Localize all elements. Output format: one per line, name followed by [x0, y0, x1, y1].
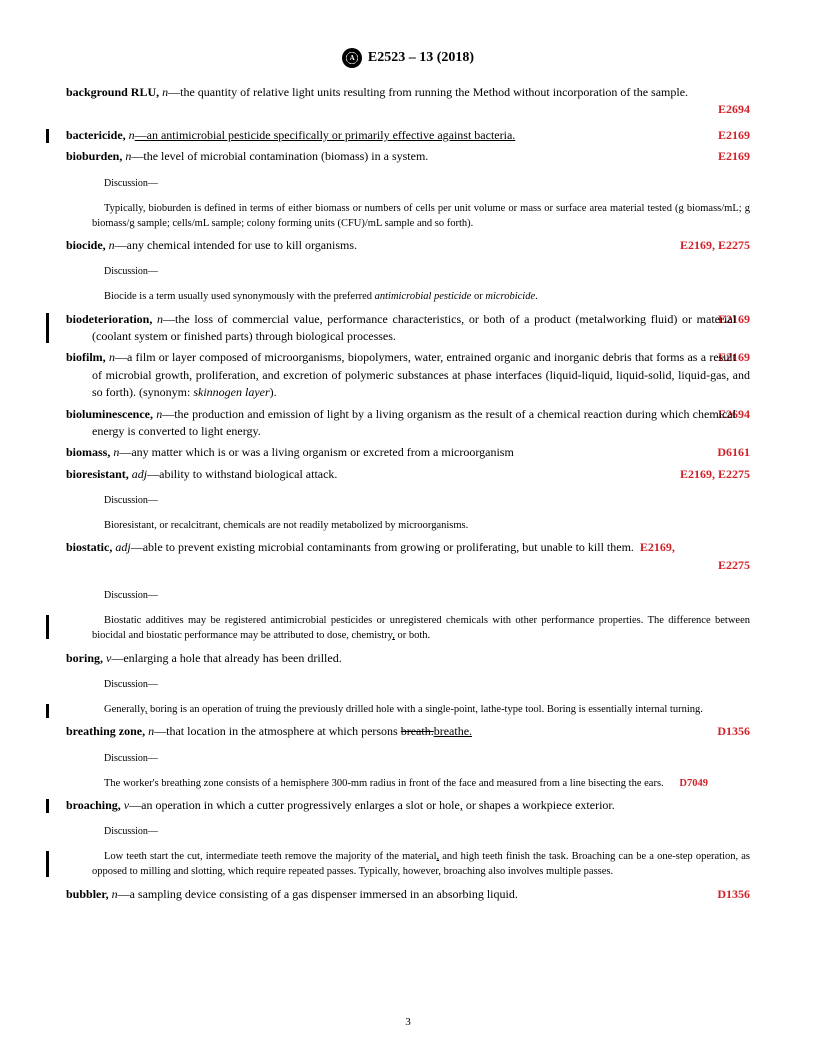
- definition-text: —the quantity of relative light units re…: [168, 85, 688, 99]
- term-entry: broaching, v—an operation in which a cut…: [66, 797, 750, 814]
- standard-reference: E2169: [744, 148, 750, 165]
- standard-reference: E2169: [744, 311, 750, 328]
- discussion-label: Discussion—: [104, 679, 750, 690]
- discussion-label: Discussion—: [104, 178, 750, 189]
- standard-reference: E2169: [744, 127, 750, 144]
- standard-reference: E2169: [744, 349, 750, 366]
- term-entry: D1356bubbler, n—a sampling device consis…: [66, 886, 750, 903]
- term-definition: E2169biofilm, n—a film or layer composed…: [66, 349, 750, 401]
- part-of-speech: adj: [115, 540, 130, 554]
- term-definition: biostatic, adj—able to prevent existing …: [66, 539, 750, 556]
- change-bar: [46, 313, 49, 343]
- change-bar: [46, 799, 49, 813]
- term-entry: D6161biomass, n—any matter which is or w…: [66, 444, 750, 461]
- standard-reference: D6161: [743, 444, 750, 461]
- definition-text: —the loss of commercial value, performan…: [92, 312, 736, 343]
- term-definition: D1356bubbler, n—a sampling device consis…: [66, 886, 750, 903]
- terminology-entries: background RLU, n—the quantity of relati…: [66, 84, 750, 903]
- page-content: A E2523 – 13 (2018) background RLU, n—th…: [0, 0, 816, 937]
- term-entry: E2169biofilm, n—a film or layer composed…: [66, 349, 750, 401]
- term: biostatic,: [66, 540, 112, 554]
- discussion-label: Discussion—: [104, 590, 750, 601]
- term-definition: boring, v—enlarging a hole that already …: [66, 650, 750, 667]
- change-bar: [46, 129, 49, 143]
- discussion-text: The worker's breathing zone consists of …: [92, 776, 750, 791]
- standard-reference: D1356: [743, 886, 750, 903]
- term: bubbler,: [66, 887, 109, 901]
- standard-reference: E2169,: [640, 540, 675, 554]
- discussion-label: Discussion—: [104, 753, 750, 764]
- term: biocide,: [66, 238, 106, 252]
- standard-reference: E2169, E2275: [706, 237, 750, 254]
- standard-reference: E2169, E2275: [706, 466, 750, 483]
- definition-text: —able to prevent existing microbial cont…: [131, 540, 634, 554]
- definition-text: —the level of microbial contamination (b…: [131, 149, 428, 163]
- discussion-text: Generally, boring is an operation of tru…: [92, 702, 750, 717]
- discussion-text: Low teeth start the cut, intermediate te…: [92, 849, 750, 879]
- term: breathing zone,: [66, 724, 145, 738]
- definition-text: —ability to withstand biological attack.: [147, 467, 337, 481]
- term-entry: E2169, E2275 bioresistant, adj—ability to…: [66, 466, 750, 483]
- term: biofilm,: [66, 350, 106, 364]
- term: bioresistant,: [66, 467, 129, 481]
- term-definition: E2169, E2275 bioresistant, adj—ability to…: [66, 466, 750, 483]
- standard-reference: E2275: [66, 557, 750, 574]
- discussion-text: Typically, bioburden is defined in terms…: [92, 201, 750, 231]
- term: boring,: [66, 651, 103, 665]
- change-bar: [46, 704, 49, 718]
- term-definition: E2169biodeterioration, n—the loss of com…: [66, 311, 750, 346]
- term-definition: broaching, v—an operation in which a cut…: [66, 797, 750, 814]
- discussion-text: Bioresistant, or recalcitrant, chemicals…: [92, 518, 750, 533]
- discussion-text: Biostatic additives may be registered an…: [92, 613, 750, 643]
- term: bioburden,: [66, 149, 122, 163]
- term-definition: E2169, E2275biocide, n—any chemical inte…: [66, 237, 750, 254]
- definition-text: —the production and emission of light by…: [92, 407, 736, 438]
- part-of-speech: adj: [132, 467, 147, 481]
- term-entry: E2169, E2275biocide, n—any chemical inte…: [66, 237, 750, 254]
- definition-text: —an operation in which a cutter progress…: [129, 798, 615, 812]
- standard-reference: E2694: [744, 406, 750, 423]
- definition-text: —any matter which is or was a living org…: [119, 445, 513, 459]
- term-definition: background RLU, n—the quantity of relati…: [66, 84, 750, 101]
- term-definition: D1356breathing zone, n—that location in …: [66, 723, 750, 740]
- standard-reference: E2694: [66, 101, 750, 118]
- page-number: 3: [0, 1016, 816, 1028]
- discussion-label: Discussion—: [104, 495, 750, 506]
- term-entry: background RLU, n—the quantity of relati…: [66, 84, 750, 123]
- standard-reference: D1356: [743, 723, 750, 740]
- astm-logo: A: [342, 48, 362, 68]
- change-bar: [46, 851, 49, 877]
- change-bar: [46, 615, 49, 639]
- designation: E2523 – 13 (2018): [368, 50, 474, 66]
- document-header: A E2523 – 13 (2018): [66, 48, 750, 68]
- term: biomass,: [66, 445, 110, 459]
- term: bioluminescence,: [66, 407, 153, 421]
- definition-text: —a sampling device consisting of a gas d…: [118, 887, 518, 901]
- term-definition: E2169bactericide, n—an antimicrobial pes…: [66, 127, 750, 144]
- term-entry: E2694bioluminescence, n—the production a…: [66, 406, 750, 441]
- discussion-label: Discussion—: [104, 826, 750, 837]
- term-entry: E2169bactericide, n—an antimicrobial pes…: [66, 127, 750, 144]
- term-entry: boring, v—enlarging a hole that already …: [66, 650, 750, 667]
- definition-text: —that location in the atmosphere at whic…: [154, 724, 472, 738]
- term: bactericide,: [66, 128, 126, 142]
- term: background RLU,: [66, 85, 159, 99]
- term-entry: E2169bioburden, n—the level of microbial…: [66, 148, 750, 165]
- discussion-label: Discussion—: [104, 266, 750, 277]
- definition-text: —a film or layer composed of microorgani…: [92, 350, 750, 399]
- term-entry: E2169biodeterioration, n—the loss of com…: [66, 311, 750, 346]
- term: broaching,: [66, 798, 121, 812]
- term-definition: D6161biomass, n—any matter which is or w…: [66, 444, 750, 461]
- definition-text: —enlarging a hole that already has been …: [111, 651, 341, 665]
- term-entry: D1356breathing zone, n—that location in …: [66, 723, 750, 740]
- term-definition: E2169bioburden, n—the level of microbial…: [66, 148, 750, 165]
- term-entry: biostatic, adj—able to prevent existing …: [66, 539, 750, 578]
- definition-text: —an antimicrobial pesticide specifically…: [135, 128, 516, 142]
- definition-text: —any chemical intended for use to kill o…: [115, 238, 357, 252]
- term: biodeterioration,: [66, 312, 152, 326]
- discussion-text: Biocide is a term usually used synonymou…: [92, 289, 750, 304]
- term-definition: E2694bioluminescence, n—the production a…: [66, 406, 750, 441]
